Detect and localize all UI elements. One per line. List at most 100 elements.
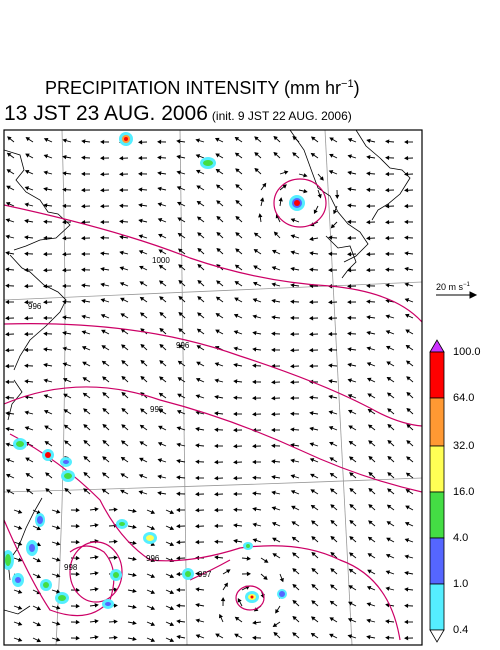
- wind-arrow-head: [233, 411, 238, 417]
- wind-arrow-head: [234, 264, 240, 269]
- wind-arrow-head: [101, 360, 107, 365]
- wind-arrow-head: [235, 199, 240, 205]
- wind-arrow-head: [233, 538, 238, 544]
- wind-arrow-head: [102, 439, 107, 445]
- colorbar: [429, 339, 445, 643]
- wind-arrow-head: [7, 136, 12, 141]
- wind-arrow-head: [347, 617, 353, 623]
- wind-arrow-head: [25, 473, 31, 478]
- wind-arrow-head: [36, 542, 42, 547]
- wind-arrow-head: [347, 315, 352, 321]
- wind-arrow-head: [252, 363, 257, 368]
- wind-arrow-head: [82, 392, 88, 397]
- wind-arrow-head: [195, 378, 201, 382]
- wind-arrow-head: [169, 638, 175, 642]
- wind-arrow-head: [102, 456, 107, 461]
- wind-arrow-head: [139, 265, 144, 270]
- wind-arrow-head: [215, 168, 221, 174]
- wind-arrow-head: [119, 219, 124, 224]
- wind-arrow-head: [196, 200, 202, 206]
- wind-arrow-head: [169, 574, 175, 578]
- wind-arrow-head: [81, 267, 86, 272]
- wind-arrow-head: [329, 441, 334, 446]
- wind-arrow-head: [138, 187, 143, 192]
- wind-arrow-head: [328, 316, 333, 321]
- colorbar-label: 1.0: [453, 578, 469, 590]
- wind-arrow-head: [347, 268, 352, 273]
- wind-arrow-head: [385, 235, 390, 241]
- wind-arrow-head: [138, 490, 143, 495]
- wind-arrow-head: [63, 393, 68, 398]
- wind-arrow-head: [290, 299, 295, 304]
- wind-arrow-head: [216, 231, 221, 237]
- wind-arrow-head: [271, 380, 276, 385]
- wind-arrow-head: [237, 598, 242, 603]
- wind-arrow-head: [366, 602, 372, 607]
- wind-arrow-head: [290, 427, 295, 432]
- wind-arrow-head: [328, 410, 333, 415]
- wind-arrow-head: [348, 425, 353, 430]
- wind-arrow-head: [347, 219, 352, 225]
- wind-arrow-head: [120, 313, 125, 318]
- colorbar-label: 32.0: [453, 440, 475, 452]
- wind-arrow-head: [235, 248, 240, 253]
- wind-arrow-head: [24, 218, 29, 224]
- wind-arrow-head: [271, 521, 277, 527]
- wind-arrow-head: [43, 138, 49, 142]
- wind-arrow-head: [25, 488, 31, 493]
- wind-arrow-head: [311, 583, 316, 589]
- wind-arrow-head: [271, 459, 276, 464]
- wind-arrow-head: [62, 203, 67, 209]
- wind-arrow-head: [330, 568, 335, 573]
- wind-arrow-head: [385, 155, 390, 160]
- wind-arrow-head: [177, 248, 183, 253]
- colorbar-segment: [429, 491, 445, 539]
- wind-arrow-head: [81, 220, 86, 225]
- wind-arrow-head: [159, 360, 164, 365]
- wind-arrow-head: [385, 188, 390, 193]
- wind-arrow-head: [333, 209, 338, 215]
- wind-arrow-head: [404, 188, 409, 193]
- wind-arrow-head: [292, 615, 297, 621]
- wind-arrow-head: [405, 329, 410, 334]
- wind-arrow-head: [159, 327, 164, 333]
- wind-arrow-head: [132, 588, 137, 594]
- wind-arrow-head: [5, 363, 10, 369]
- wind-arrow-head: [214, 523, 219, 529]
- wind-arrow-head: [5, 201, 11, 206]
- wind-arrow-head: [24, 300, 29, 305]
- wind-arrow-head: [62, 138, 67, 143]
- wind-arrow-head: [282, 184, 287, 189]
- wind-arrow-head: [100, 251, 105, 256]
- wind-arrow-head: [176, 507, 181, 513]
- wind-arrow-head: [368, 471, 373, 477]
- wind-arrow-head: [215, 296, 221, 301]
- init-time: (init. 9 JST 22 AUG. 2006): [211, 109, 352, 123]
- wind-arrow-head: [385, 330, 391, 335]
- wind-arrow-head: [317, 193, 322, 199]
- wind-arrow-head: [139, 281, 144, 286]
- wind-arrow-head: [140, 408, 145, 413]
- wind-arrow-head: [252, 538, 258, 543]
- wind-arrow-head: [176, 201, 182, 206]
- wind-arrow-head: [335, 194, 340, 199]
- wind-arrow-head: [83, 439, 88, 445]
- wind-arrow-head: [366, 220, 371, 225]
- wind-arrow-head: [121, 344, 126, 349]
- wind-arrow-head: [120, 489, 125, 494]
- wind-arrow-head: [311, 551, 316, 557]
- wind-arrow-head: [290, 283, 295, 288]
- wind-arrow-head: [5, 251, 10, 256]
- wind-arrow-head: [279, 577, 284, 583]
- wind-arrow-head: [349, 552, 354, 557]
- wind-arrow-head: [233, 523, 238, 528]
- wind-arrow-head: [404, 156, 409, 161]
- wind-arrow-head: [404, 235, 409, 240]
- wind-arrow-head: [252, 443, 257, 449]
- wind-arrow-head: [366, 618, 371, 623]
- wind-arrow-head: [406, 456, 411, 461]
- wind-arrow-head: [75, 603, 80, 609]
- wind-arrow-head: [5, 348, 10, 353]
- wind-arrow-head: [404, 219, 409, 225]
- wind-arrow-head: [367, 424, 373, 429]
